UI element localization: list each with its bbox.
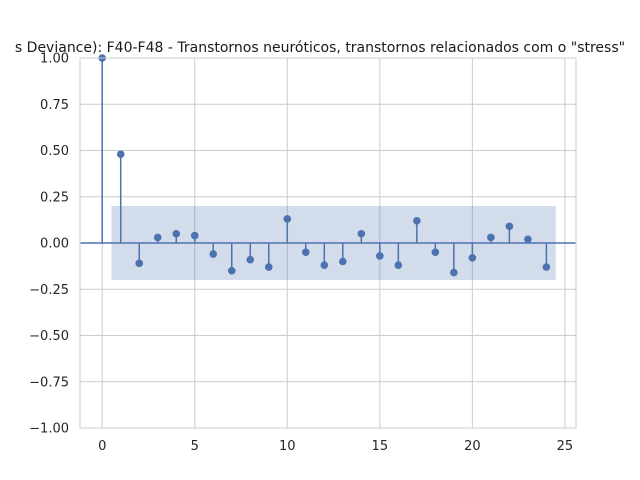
y-tick-label: 0.75 — [40, 98, 69, 113]
y-tick-label: −1.00 — [29, 422, 69, 437]
y-tick-label: 1.00 — [40, 52, 69, 67]
x-tick-label: 10 — [279, 439, 296, 454]
stem-marker — [246, 255, 255, 264]
stem-marker — [320, 261, 329, 270]
stem-marker — [431, 248, 440, 257]
stem-marker — [172, 229, 181, 238]
y-tick-label: 0.25 — [40, 190, 69, 205]
stem-marker — [394, 261, 403, 270]
stem-marker — [542, 263, 551, 271]
y-tick-label: −0.50 — [29, 329, 69, 344]
stem-marker — [301, 248, 310, 257]
stem-marker — [505, 222, 514, 231]
y-tick-label: −0.75 — [29, 375, 69, 390]
y-tick-label: 0.50 — [40, 144, 69, 159]
stem-marker — [524, 235, 532, 244]
stem-marker — [264, 263, 273, 271]
x-tick-label: 5 — [191, 439, 199, 454]
x-tick-label: 25 — [557, 439, 574, 454]
y-tick-label: 0.00 — [40, 237, 69, 252]
stem-marker — [339, 257, 347, 266]
x-tick-label: 20 — [464, 439, 481, 454]
stem-marker — [357, 229, 366, 238]
x-tick-label: 15 — [372, 439, 389, 454]
stem-marker — [135, 259, 144, 268]
stem-layer — [98, 54, 551, 277]
stem-marker — [468, 253, 477, 262]
chart-title: s Deviance): F40-F48 - Transtornos neuró… — [15, 40, 625, 56]
stem-marker — [283, 215, 292, 223]
stem-marker — [450, 268, 458, 277]
stem-marker — [116, 150, 125, 158]
stem-marker — [227, 266, 236, 275]
plot-frame — [79, 57, 577, 429]
stem-marker — [376, 252, 384, 260]
stem-marker — [413, 217, 421, 225]
x-tick-label: 0 — [98, 439, 106, 454]
tick-label-layer: 0 5 10 15 20 25 −1.00 −0.75 −0.50 −0.25 0.00 0.25 0.… — [29, 52, 573, 455]
stem-marker — [153, 233, 162, 242]
y-tick-label: −0.25 — [29, 283, 69, 298]
stem-marker — [487, 233, 495, 242]
stem-marker — [209, 250, 218, 258]
stem-marker — [190, 231, 199, 240]
